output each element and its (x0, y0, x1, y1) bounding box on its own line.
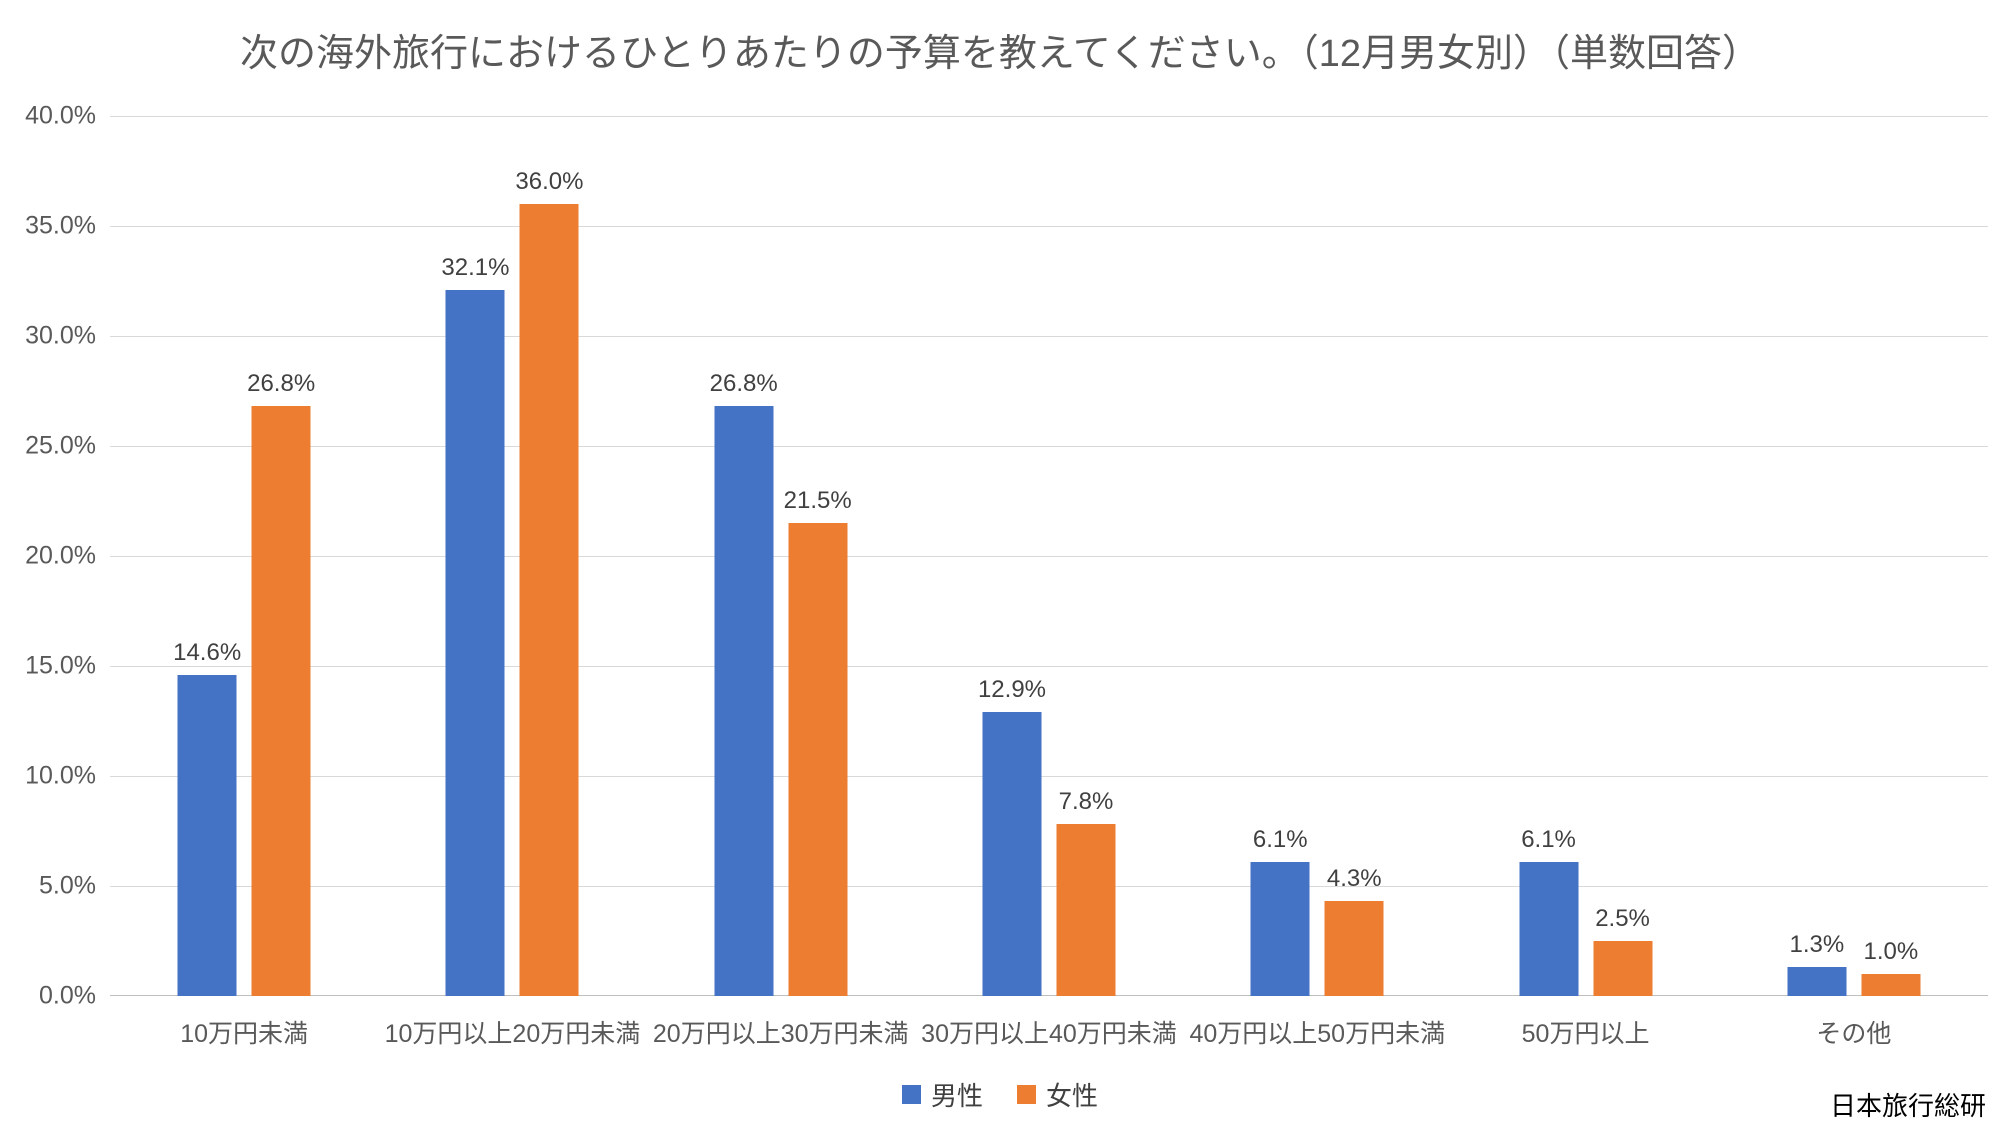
y-tick-label: 25.0% (25, 431, 96, 460)
x-axis-line (110, 995, 1988, 996)
bar-group: 1.3% 1.0% (1720, 116, 1988, 996)
bar-男性: 14.6% (173, 639, 241, 996)
y-tick-label: 15.0% (25, 651, 96, 680)
bar-男性: 32.1% (441, 254, 509, 996)
category-label: 10万円以上20万円未満 (384, 1020, 641, 1048)
value-label: 26.8% (247, 370, 316, 398)
x-axis: 10万円未満 10万円以上20万円未満 20万円以上30万円未満 30万円以上40万円… (110, 1014, 1988, 1050)
gridline (110, 556, 1988, 557)
bar-pair: 6.1% 2.5% (1519, 826, 1653, 996)
bar-pair: 6.1% 4.3% (1250, 826, 1384, 996)
value-label: 14.6% (173, 638, 242, 666)
y-tick-label: 35.0% (25, 211, 96, 240)
bar-group: 32.1% 36.0% (378, 116, 646, 996)
legend-label: 男性 (930, 1081, 983, 1111)
plot-area: 14.6% 26.8% 32.1% 36.0% 26.8% 21.5% 12.9% 7.8% 6… (110, 116, 1988, 996)
value-label: 1.3% (1789, 931, 1845, 959)
legend-label: 女性 (1046, 1081, 1099, 1111)
y-tick-label: 5.0% (39, 871, 96, 900)
y-tick-label: 30.0% (25, 321, 96, 350)
bar-group: 6.1% 4.3% (1183, 116, 1451, 996)
bar-pair: 14.6% 26.8% (173, 370, 315, 996)
y-tick-label: 0.0% (39, 981, 96, 1010)
bar-女性: 36.0% (515, 168, 583, 996)
bar-group: 12.9% 7.8% (915, 116, 1183, 996)
legend-swatch-icon (901, 1085, 921, 1104)
value-label: 6.1% (1252, 825, 1308, 853)
gridline (110, 776, 1988, 777)
value-label: 32.1% (441, 253, 510, 281)
bar-group: 26.8% 21.5% (647, 116, 915, 996)
value-label: 6.1% (1521, 825, 1576, 853)
gridline (110, 336, 1988, 337)
value-label: 12.9% (977, 676, 1047, 704)
value-label: 26.8% (709, 370, 778, 398)
chart-title: 次の海外旅行におけるひとりあたりの予算を教えてください。（12月男女別）（単数回… (239, 33, 1761, 75)
bar-groups: 14.6% 26.8% 32.1% 36.0% 26.8% 21.5% 12.9% 7.8% 6… (110, 116, 1988, 996)
legend-item-男性: 男性 (901, 1076, 983, 1113)
bar-group: 6.1% 2.5% (1451, 116, 1719, 996)
gridline (110, 226, 1988, 227)
bar-女性: 26.8% (247, 370, 315, 996)
category-label: 30万円以上40万円未満 (921, 1020, 1177, 1048)
bar-男性: 1.3% (1787, 931, 1847, 996)
category-label: 10万円未満 (180, 1020, 309, 1048)
category-label: 20万円以上30万円未満 (652, 1020, 909, 1048)
legend: 男性 女性 (0, 1076, 2000, 1113)
bar-pair: 12.9% 7.8% (978, 676, 1116, 996)
value-label: 1.0% (1863, 938, 1919, 965)
bar-女性: 21.5% (784, 487, 852, 996)
gridline (110, 666, 1988, 667)
legend-swatch-icon (1017, 1085, 1036, 1104)
category-label: 50万円以上 (1521, 1020, 1650, 1048)
value-label: 2.5% (1595, 905, 1650, 932)
gridline (110, 886, 1988, 887)
bar-pair: 1.3% 1.0% (1787, 931, 1921, 996)
bar-女性: 4.3% (1324, 865, 1384, 996)
bar-男性: 6.1% (1250, 826, 1310, 996)
value-label: 7.8% (1058, 788, 1114, 816)
bar-男性: 12.9% (978, 676, 1046, 996)
bar-男性: 26.8% (710, 370, 778, 996)
gridline (110, 116, 1988, 117)
bar-group: 14.6% 26.8% (110, 116, 378, 996)
bar-pair: 32.1% 36.0% (441, 168, 583, 996)
value-label: 4.3% (1326, 865, 1382, 893)
category-label: 40万円以上50万円未満 (1189, 1020, 1446, 1048)
value-label: 36.0% (515, 168, 584, 195)
gridline (110, 446, 1988, 447)
y-tick-label: 20.0% (25, 541, 96, 570)
value-label: 21.5% (783, 487, 852, 514)
bar-pair: 26.8% 21.5% (710, 370, 852, 996)
bar-女性: 1.0% (1861, 938, 1921, 996)
y-tick-label: 40.0% (25, 101, 96, 130)
source-label: 日本旅行総研 (1829, 1091, 1986, 1121)
bar-女性: 2.5% (1593, 905, 1653, 996)
bar-女性: 7.8% (1056, 788, 1116, 996)
y-tick-label: 10.0% (25, 761, 96, 790)
legend-item-女性: 女性 (1017, 1076, 1098, 1113)
bar-男性: 6.1% (1519, 826, 1579, 996)
category-label: その他 (1816, 1020, 1892, 1048)
